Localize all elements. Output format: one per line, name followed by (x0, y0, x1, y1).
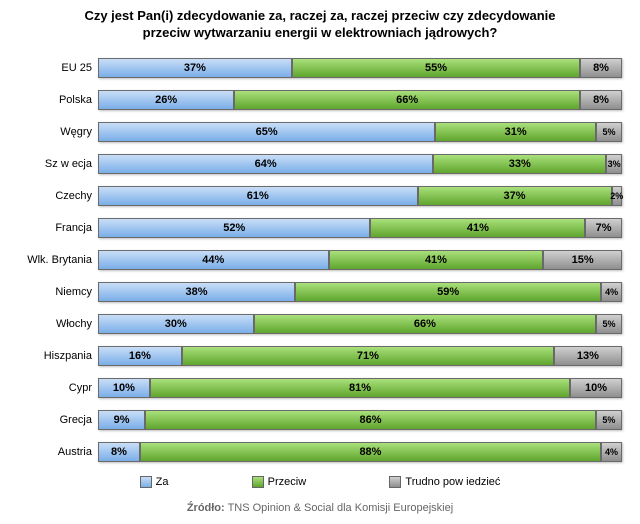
bar-segment-trudno: 2% (612, 186, 622, 206)
bar-row: Czechy61%37%2% (18, 182, 622, 210)
category-label: Francja (18, 222, 98, 234)
bar-segment-za: 64% (98, 154, 433, 174)
bar-segment-przeciw: 41% (370, 218, 585, 238)
bar-row: Austria8%88%4% (18, 438, 622, 466)
bar-segment-przeciw: 81% (150, 378, 570, 398)
bar-segment-trudno: 4% (601, 282, 622, 302)
category-label: Grecja (18, 414, 98, 426)
bar-segment-przeciw: 41% (329, 250, 544, 270)
bar-segment-trudno: 13% (554, 346, 622, 366)
bar-wrap: 61%37%2% (98, 186, 622, 206)
category-label: EU 25 (18, 62, 98, 74)
category-label: Wlk. Brytania (18, 254, 98, 266)
bar-segment-przeciw: 66% (234, 90, 580, 110)
category-label: Hiszpania (18, 350, 98, 362)
source-label: Źródło: (187, 502, 225, 514)
category-label: Sz w ecja (18, 158, 98, 170)
bar-segment-przeciw: 66% (254, 314, 596, 334)
bar-segment-trudno: 15% (543, 250, 622, 270)
bar-segment-trudno: 4% (601, 442, 622, 462)
bar-wrap: 16%71%13% (98, 346, 622, 366)
bar-segment-trudno: 5% (596, 122, 622, 142)
bar-wrap: 10%81%10% (98, 378, 622, 398)
category-label: Węgry (18, 126, 98, 138)
bar-segment-przeciw: 59% (295, 282, 601, 302)
bar-segment-przeciw: 55% (292, 58, 580, 78)
category-label: Cypr (18, 382, 98, 394)
bar-row: Węgry65%31%5% (18, 118, 622, 146)
legend-item-za: Za (140, 476, 169, 488)
source-line: Źródło: TNS Opinion & Social dla Komisji… (18, 502, 622, 514)
bar-segment-za: 10% (98, 378, 150, 398)
bar-segment-za: 52% (98, 218, 370, 238)
legend-swatch-przeciw (252, 476, 264, 488)
bar-segment-za: 44% (98, 250, 329, 270)
title-line-1: Czy jest Pan(i) zdecydowanie za, raczej … (84, 8, 555, 23)
bar-row: EU 2537%55%8% (18, 54, 622, 82)
bar-segment-przeciw: 86% (145, 410, 596, 430)
bar-segment-za: 30% (98, 314, 254, 334)
source-value: TNS Opinion & Social dla Komisji Europej… (228, 502, 454, 514)
bar-segment-trudno: 3% (606, 154, 622, 174)
category-label: Czechy (18, 190, 98, 202)
bar-segment-za: 61% (98, 186, 418, 206)
bar-row: Francja52%41%7% (18, 214, 622, 242)
chart-container: Czy jest Pan(i) zdecydowanie za, raczej … (0, 0, 640, 524)
bar-row: Wlk. Brytania44%41%15% (18, 246, 622, 274)
bar-wrap: 38%59%4% (98, 282, 622, 302)
bar-segment-trudno: 5% (596, 314, 622, 334)
bar-wrap: 52%41%7% (98, 218, 622, 238)
bar-segment-za: 16% (98, 346, 182, 366)
bar-segment-przeciw: 31% (435, 122, 596, 142)
bar-wrap: 9%86%5% (98, 410, 622, 430)
bar-row: Niemcy38%59%4% (18, 278, 622, 306)
bar-segment-przeciw: 88% (140, 442, 601, 462)
bar-row: Włochy30%66%5% (18, 310, 622, 338)
bar-segment-za: 26% (98, 90, 234, 110)
bar-row: Sz w ecja64%33%3% (18, 150, 622, 178)
chart-title: Czy jest Pan(i) zdecydowanie za, raczej … (18, 8, 622, 42)
bar-segment-za: 37% (98, 58, 292, 78)
category-label: Polska (18, 94, 98, 106)
legend-label-za: Za (156, 476, 169, 488)
legend: Za Przeciw Trudno pow iedzieć (18, 476, 622, 488)
bar-wrap: 37%55%8% (98, 58, 622, 78)
bar-segment-trudno: 5% (596, 410, 622, 430)
bar-wrap: 26%66%8% (98, 90, 622, 110)
bar-wrap: 65%31%5% (98, 122, 622, 142)
bar-row: Polska26%66%8% (18, 86, 622, 114)
bar-row: Cypr10%81%10% (18, 374, 622, 402)
category-label: Włochy (18, 318, 98, 330)
legend-label-przeciw: Przeciw (268, 476, 307, 488)
title-line-2: przeciw wytwarzaniu energii w elektrowni… (143, 25, 498, 40)
bar-row: Hiszpania16%71%13% (18, 342, 622, 370)
legend-swatch-trudno (389, 476, 401, 488)
category-label: Niemcy (18, 286, 98, 298)
bar-segment-za: 38% (98, 282, 295, 302)
bar-segment-przeciw: 33% (433, 154, 606, 174)
chart-plot-area: EU 2537%55%8%Polska26%66%8%Węgry65%31%5%… (18, 54, 622, 466)
bar-wrap: 64%33%3% (98, 154, 622, 174)
bar-row: Grecja9%86%5% (18, 406, 622, 434)
bar-wrap: 8%88%4% (98, 442, 622, 462)
bar-segment-trudno: 8% (580, 58, 622, 78)
legend-item-trudno: Trudno pow iedzieć (389, 476, 500, 488)
bar-segment-trudno: 10% (570, 378, 622, 398)
bar-wrap: 30%66%5% (98, 314, 622, 334)
bar-segment-trudno: 8% (580, 90, 622, 110)
category-label: Austria (18, 446, 98, 458)
bar-segment-przeciw: 71% (182, 346, 554, 366)
legend-label-trudno: Trudno pow iedzieć (405, 476, 500, 488)
legend-swatch-za (140, 476, 152, 488)
bar-segment-za: 8% (98, 442, 140, 462)
bar-segment-trudno: 7% (585, 218, 622, 238)
bar-segment-za: 65% (98, 122, 435, 142)
bar-segment-za: 9% (98, 410, 145, 430)
bar-segment-przeciw: 37% (418, 186, 612, 206)
legend-item-przeciw: Przeciw (252, 476, 307, 488)
bar-wrap: 44%41%15% (98, 250, 622, 270)
